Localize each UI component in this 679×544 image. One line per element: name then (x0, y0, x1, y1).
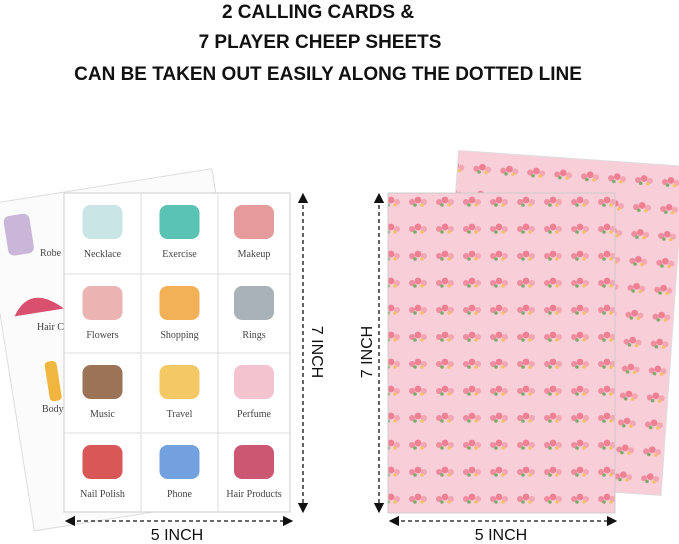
cell-icon (159, 365, 200, 399)
cell-label: Hair Products (226, 489, 281, 500)
cell-label: Phone (167, 489, 193, 500)
icon (14, 297, 64, 317)
cell-icon (234, 286, 274, 320)
icon (3, 213, 34, 256)
cell-icon (82, 286, 123, 320)
cell-label: Travel (167, 409, 193, 420)
cell-icon (159, 286, 200, 320)
cell-label: Rings (242, 330, 265, 341)
cell-label: Perfume (237, 409, 271, 420)
cell-label: Shopping (160, 330, 198, 341)
dimension-label: 5 INCH (475, 527, 527, 544)
back-label: Hair C (37, 322, 64, 333)
cell-label: Flowers (86, 330, 118, 341)
cell-label: Exercise (162, 249, 197, 260)
cell-icon (82, 445, 123, 479)
cell-icon (159, 445, 200, 479)
cell-label: Necklace (84, 249, 122, 260)
back-label: Robe (40, 248, 62, 259)
cell-icon (234, 205, 274, 239)
back-label: Body (42, 404, 64, 415)
cell-icon (159, 205, 200, 239)
header-line: CAN BE TAKEN OUT EASILY ALONG THE DOTTED… (74, 64, 582, 85)
cell-icon (234, 365, 274, 399)
front-pink-card (387, 192, 616, 514)
dimension-label: 7 INCH (359, 326, 376, 378)
cell-icon (82, 365, 123, 399)
cell-label: Music (90, 409, 116, 420)
cell-label: Makeup (238, 249, 271, 260)
cell-label: Nail Polish (80, 489, 125, 500)
cell-icon (234, 445, 274, 479)
header-line: 7 PLAYER CHEEP SHEETS (199, 32, 442, 53)
header-line: 2 CALLING CARDS & (222, 2, 414, 23)
dimension-label: 7 INCH (308, 326, 325, 378)
icon (44, 360, 62, 402)
dimension-label: 5 INCH (151, 527, 203, 544)
front-card: Necklace Exercise Makeup Flowers Shopping Rin… (63, 192, 291, 513)
cell-icon (82, 205, 123, 239)
